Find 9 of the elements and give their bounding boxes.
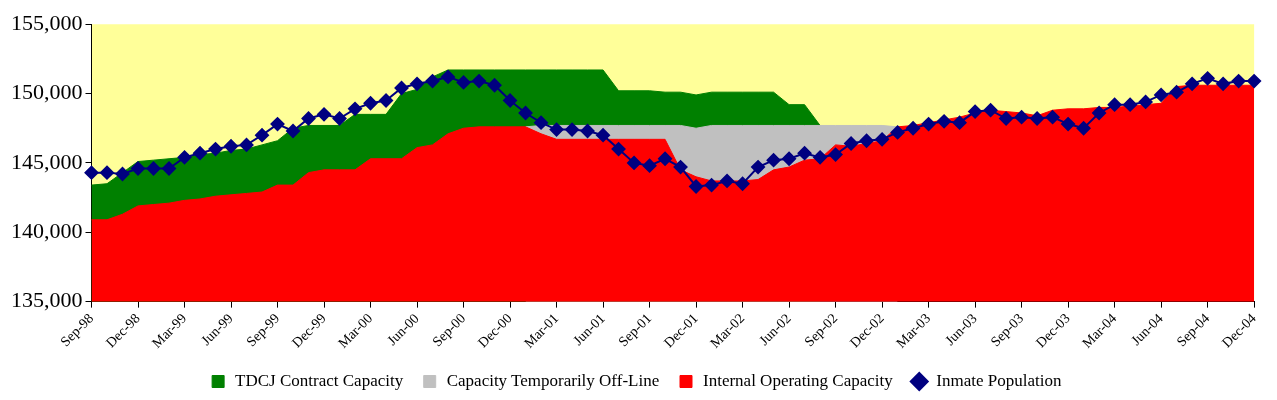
y-tick-label: 155,000 <box>11 9 83 35</box>
y-tick-label: 145,000 <box>11 148 83 174</box>
legend-label: Capacity Temporarily Off-Line <box>446 370 660 390</box>
legend-label: Internal Operating Capacity <box>703 370 894 390</box>
y-tick-label: 150,000 <box>11 79 83 105</box>
legend-label: Inmate Population <box>936 370 1062 390</box>
legend-label: TDCJ Contract Capacity <box>235 370 404 390</box>
y-tick-label: 140,000 <box>11 218 83 244</box>
y-tick-label: 135,000 <box>11 287 83 313</box>
